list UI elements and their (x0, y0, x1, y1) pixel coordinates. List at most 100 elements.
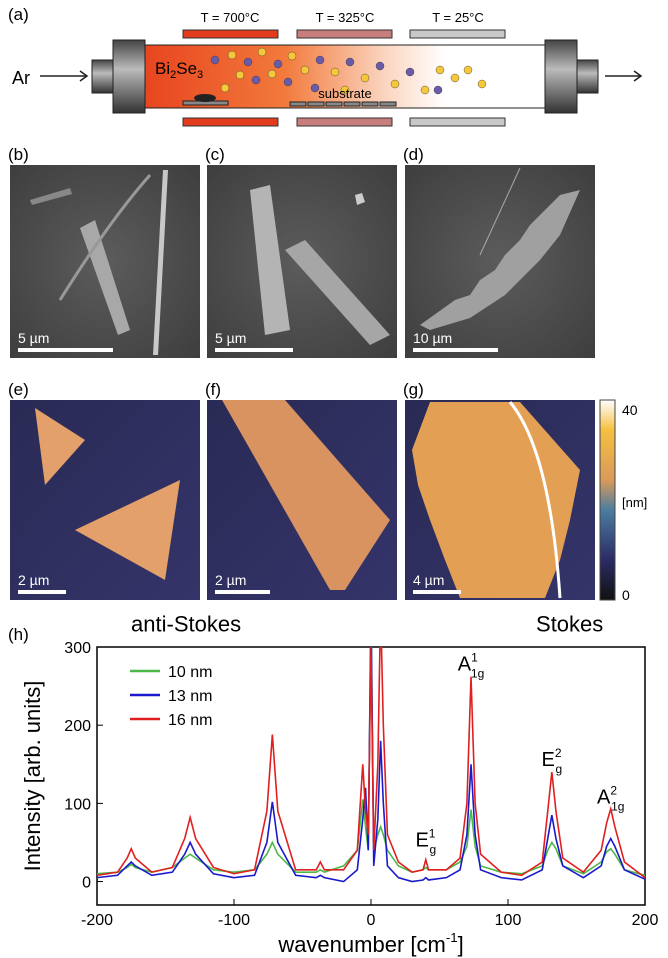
flange (545, 40, 577, 113)
panel-label: (a) (8, 5, 29, 24)
panel-label: (d) (403, 145, 424, 164)
colorbar-label: 40 (622, 402, 638, 418)
plot-lines (97, 608, 645, 882)
particle (236, 71, 244, 79)
particle (288, 52, 296, 60)
annotation: anti-Stokes (131, 611, 241, 636)
particle (361, 74, 369, 82)
subscript: g (556, 762, 563, 776)
panel-label: (c) (205, 145, 225, 164)
panel-label: (g) (403, 380, 424, 399)
afm-image (405, 400, 595, 600)
scale-bar (215, 348, 293, 352)
scale-bar-label: 5 µm (215, 330, 246, 346)
flange (113, 40, 145, 113)
subscript: g (429, 842, 436, 856)
zone-temperature: T = 700°C (201, 10, 260, 25)
legend-label: 16 nm (168, 712, 212, 729)
substrate-label: substrate (318, 86, 371, 101)
particle (316, 56, 324, 64)
particle (391, 80, 399, 88)
panel-label: (e) (8, 380, 29, 399)
superscript: 1 (429, 826, 436, 840)
particle (221, 84, 229, 92)
flange (92, 60, 113, 93)
y-tick-label: 100 (64, 796, 91, 813)
scale-bar-label: 4 µm (413, 572, 444, 588)
x-tick-label: 100 (495, 912, 522, 929)
source-part: Bi (155, 59, 170, 78)
scale-bar (413, 348, 498, 352)
scale-bar-label: 2 µm (215, 572, 246, 588)
scale-bar (18, 590, 66, 594)
particle (274, 60, 282, 68)
particle (346, 58, 354, 66)
x-axis-label: wavenumber [cm-1] (277, 930, 463, 957)
particle (451, 74, 459, 82)
particle (436, 66, 444, 74)
text-part: E (541, 749, 554, 771)
annotation: Stokes (536, 611, 603, 636)
scale-bar (18, 348, 113, 352)
particle (331, 68, 339, 76)
text-part: A (597, 786, 611, 808)
particle (434, 86, 442, 94)
superscript: 2 (610, 783, 617, 797)
y-tick-label: 300 (64, 640, 91, 657)
scale-bar (215, 590, 270, 594)
source-label: Bi2Se3 (155, 59, 203, 81)
heater (183, 118, 278, 126)
afm-image (10, 400, 200, 600)
panel-label: (f) (205, 380, 221, 399)
colorbar (600, 400, 615, 600)
heater (183, 30, 278, 38)
text-part: wavenumber [cm (277, 932, 446, 957)
source-powder (194, 94, 216, 102)
particle (268, 70, 276, 78)
colorbar-unit: [nm] (622, 495, 647, 510)
x-tick-label: -200 (81, 912, 113, 929)
particle (421, 86, 429, 94)
peak-label: E1 g (415, 826, 436, 856)
text-part: E (415, 829, 428, 851)
zone-temperature: T = 25°C (432, 10, 484, 25)
subscript: 1g (611, 799, 624, 813)
spectrum-line (97, 608, 645, 878)
figure: 5 µm5 µm10 µm2 µm2 µm4 µm (a)(b)(c)(d)(e… (0, 0, 668, 958)
text-part: ] (458, 932, 464, 957)
subscript: 1g (471, 666, 484, 680)
panel-label: (b) (8, 145, 29, 164)
particle (478, 80, 486, 88)
superscript: -1 (446, 930, 458, 945)
scale-bar-label: 10 µm (413, 330, 452, 346)
x-tick-label: 0 (367, 912, 376, 929)
particle (211, 56, 219, 64)
y-axis-label: Intensity [arb. units] (20, 681, 45, 872)
y-tick-label: 200 (64, 718, 91, 735)
y-tick-label: 0 (82, 875, 91, 892)
particle (376, 62, 384, 70)
particle (301, 66, 309, 74)
particle (406, 68, 414, 76)
heater (410, 30, 505, 38)
particle (258, 48, 266, 56)
heater (410, 118, 505, 126)
colorbar-label: 0 (622, 587, 630, 603)
flange (577, 60, 598, 93)
legend-label: 10 nm (168, 664, 212, 681)
scale-bar (413, 590, 461, 594)
panel-label: (h) (8, 625, 29, 644)
superscript: 2 (555, 746, 562, 760)
source-part: Se (176, 59, 197, 78)
scale-bar-label: 2 µm (18, 572, 49, 588)
heater (297, 30, 392, 38)
gas-label: Ar (12, 68, 30, 88)
legend-label: 13 nm (168, 688, 212, 705)
particle (284, 78, 292, 86)
particle (252, 76, 260, 84)
superscript: 1 (471, 650, 478, 664)
particle (228, 51, 236, 59)
particle (464, 66, 472, 74)
furnace-diagram (40, 30, 641, 126)
